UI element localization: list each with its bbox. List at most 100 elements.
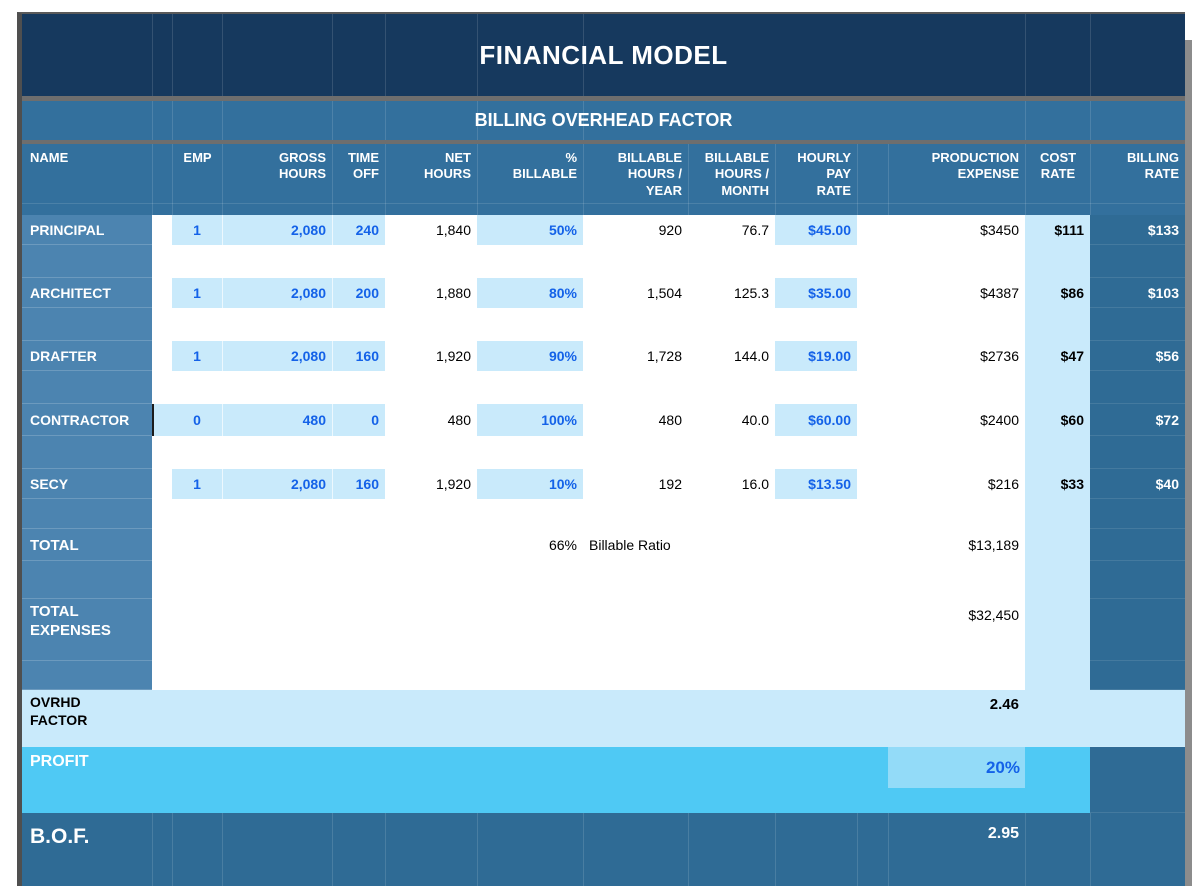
row-label[interactable]: SECY xyxy=(22,469,152,499)
cell-time-off[interactable]: 160 xyxy=(332,469,385,499)
cell-cost-rate[interactable]: $111 xyxy=(1025,215,1090,245)
row-label[interactable]: DRAFTER xyxy=(22,341,152,371)
cell-hourly-pay-rate[interactable]: $13.50 xyxy=(775,469,857,499)
cell-production-expense[interactable]: $2400 xyxy=(980,412,1019,428)
row-label[interactable]: PRINCIPAL xyxy=(22,215,152,245)
cell-time-off[interactable]: 240 xyxy=(332,215,385,245)
billing-column-stripe xyxy=(1090,436,1185,469)
cell-cost-rate[interactable]: $33 xyxy=(1025,469,1090,499)
row-label[interactable]: B.O.F. xyxy=(30,825,90,848)
header-cell-net-hours[interactable]: NET HOURS xyxy=(385,144,477,215)
row-label[interactable]: CONTRACTOR xyxy=(22,404,152,436)
profit-value-highlight[interactable]: 20% xyxy=(888,747,1025,788)
cell-time-off[interactable]: 0 xyxy=(332,404,385,436)
cell-pct-billable[interactable]: 90% xyxy=(477,341,583,371)
cell-profit[interactable]: 20% xyxy=(888,747,1025,813)
header-cell-hourly-pay-rate[interactable]: HOURLY PAY RATE xyxy=(775,144,857,215)
cell-billing-rate[interactable]: $72 xyxy=(1090,404,1185,436)
cell-emp[interactable]: 0 xyxy=(172,404,222,436)
cell-time-off[interactable]: 160 xyxy=(332,341,385,371)
cell-billing-rate[interactable]: $103 xyxy=(1090,278,1185,308)
cell-production-expense[interactable]: $216 xyxy=(987,476,1019,492)
cell-emp[interactable]: 1 xyxy=(172,215,222,245)
cell-billable-hours-month[interactable]: 144.0 xyxy=(733,348,769,364)
title-grid-cell xyxy=(222,14,332,96)
header-cell-production-expense[interactable]: PRODUCTION EXPENSE xyxy=(888,144,1025,215)
gap-row xyxy=(22,371,1185,404)
cell-pct-billable[interactable]: 10% xyxy=(477,469,583,499)
cell-hourly-pay-rate[interactable]: $45.00 xyxy=(775,215,857,245)
cell-billable-hours-year[interactable]: 1,728 xyxy=(646,348,682,364)
gap-cell xyxy=(152,436,1025,469)
header-cell-pct-billable[interactable]: % BILLABLE xyxy=(477,144,583,215)
cell-net-hours[interactable]: 1,880 xyxy=(435,285,471,301)
cell-billable-hours-month[interactable]: 40.0 xyxy=(741,412,769,428)
cell-net-hours[interactable]: 1,920 xyxy=(435,476,471,492)
band-grid-cell xyxy=(1090,101,1185,140)
cell-total-expenses-value[interactable]: $32,450 xyxy=(968,607,1019,623)
cell-billable-hours-year[interactable]: 480 xyxy=(658,412,682,428)
cell-billing-rate[interactable]: $56 xyxy=(1090,341,1185,371)
cell-gross-hours[interactable]: 2,080 xyxy=(222,341,332,371)
cell-production-expense[interactable]: $4387 xyxy=(980,285,1019,301)
row-label[interactable]: TOTAL EXPENSES xyxy=(22,599,152,661)
cell-cost-rate[interactable]: $47 xyxy=(1025,341,1090,371)
cell-emp[interactable]: 1 xyxy=(172,341,222,371)
gap-cell xyxy=(152,599,888,661)
bof-grid-cell xyxy=(477,813,583,886)
row-label[interactable]: ARCHITECT xyxy=(22,278,152,308)
header-cell-cost-rate[interactable]: COST RATE xyxy=(1025,144,1090,215)
cell-time-off[interactable]: 200 xyxy=(332,278,385,308)
gap-cell xyxy=(1025,690,1090,747)
cell-total-production-expense[interactable]: $13,189 xyxy=(968,537,1019,553)
cell-bof-value[interactable]: 2.95 xyxy=(888,813,1025,886)
cell-billable-hours-month[interactable]: 125.3 xyxy=(733,285,769,301)
row-label[interactable]: OVRHD FACTOR xyxy=(30,694,88,728)
cell-hourly-pay-rate[interactable]: $60.00 xyxy=(775,404,857,436)
cell-pct-billable[interactable]: 50% xyxy=(477,215,583,245)
gap-row xyxy=(22,436,1185,469)
cell-billable-hours-year[interactable]: 192 xyxy=(658,476,682,492)
cell-net-hours[interactable]: 1,840 xyxy=(435,222,471,238)
cell-billable-hours-month[interactable]: 16.0 xyxy=(741,476,769,492)
cell-billable-ratio-label[interactable]: Billable Ratio xyxy=(589,537,671,553)
row-label[interactable]: PROFIT xyxy=(30,753,89,770)
cell-billable-hours-month[interactable]: 76.7 xyxy=(741,222,769,238)
cell-billing-rate[interactable]: $133 xyxy=(1090,215,1185,245)
band-grid-cell xyxy=(477,101,583,140)
header-cell-time-off[interactable]: TIME OFF xyxy=(332,144,385,215)
cell-emp[interactable]: 1 xyxy=(172,469,222,499)
cell-billable-hours-year[interactable]: 920 xyxy=(658,222,682,238)
cell-billing-rate[interactable]: $40 xyxy=(1090,469,1185,499)
title-grid-cell xyxy=(332,14,385,96)
cell-hourly-pay-rate[interactable]: $35.00 xyxy=(775,278,857,308)
header-cell-gross-hours[interactable]: GROSS HOURS xyxy=(222,144,332,215)
cell-production-expense[interactable]: $3450 xyxy=(980,222,1019,238)
cell-gross-hours[interactable]: 2,080 xyxy=(222,215,332,245)
cell-net-hours[interactable]: 1,920 xyxy=(435,348,471,364)
cell-gross-hours[interactable]: 2,080 xyxy=(222,278,332,308)
cell-gross-hours[interactable]: 480 xyxy=(222,404,332,436)
page-title[interactable]: FINANCIAL MODEL xyxy=(479,39,728,70)
row-label[interactable]: TOTAL xyxy=(22,529,152,561)
billing-column-stripe xyxy=(1090,561,1185,599)
cell-billable-hours-year[interactable]: 1,504 xyxy=(646,285,682,301)
cell-ovrhd-factor-value[interactable]: 2.46 xyxy=(989,696,1019,713)
cell-pct-billable[interactable]: 100% xyxy=(477,404,583,436)
cell-production-expense[interactable]: $2736 xyxy=(980,348,1019,364)
section-title[interactable]: BILLING OVERHEAD FACTOR xyxy=(474,110,733,130)
gap-cell xyxy=(152,661,1025,690)
header-cell-name[interactable]: NAME xyxy=(30,150,69,165)
cell-hourly-pay-rate[interactable]: $19.00 xyxy=(775,341,857,371)
cell-cost-rate[interactable]: $86 xyxy=(1025,278,1090,308)
header-cell-billable-hours-month[interactable]: BILLABLE HOURS / MONTH xyxy=(688,144,775,215)
header-cell-billable-hours-year[interactable]: BILLABLE HOURS / YEAR xyxy=(583,144,688,215)
header-cell-emp[interactable]: EMP xyxy=(172,144,222,215)
cell-emp[interactable]: 1 xyxy=(172,278,222,308)
cell-cost-rate[interactable]: $60 xyxy=(1025,404,1090,436)
cell-pct-billable[interactable]: 80% xyxy=(477,278,583,308)
header-cell-billing-rate[interactable]: BILLING RATE xyxy=(1090,144,1185,215)
cell-gross-hours[interactable]: 2,080 xyxy=(222,469,332,499)
cell-net-hours[interactable]: 480 xyxy=(447,412,471,428)
cell-billable-ratio-pct[interactable]: 66% xyxy=(548,537,577,553)
